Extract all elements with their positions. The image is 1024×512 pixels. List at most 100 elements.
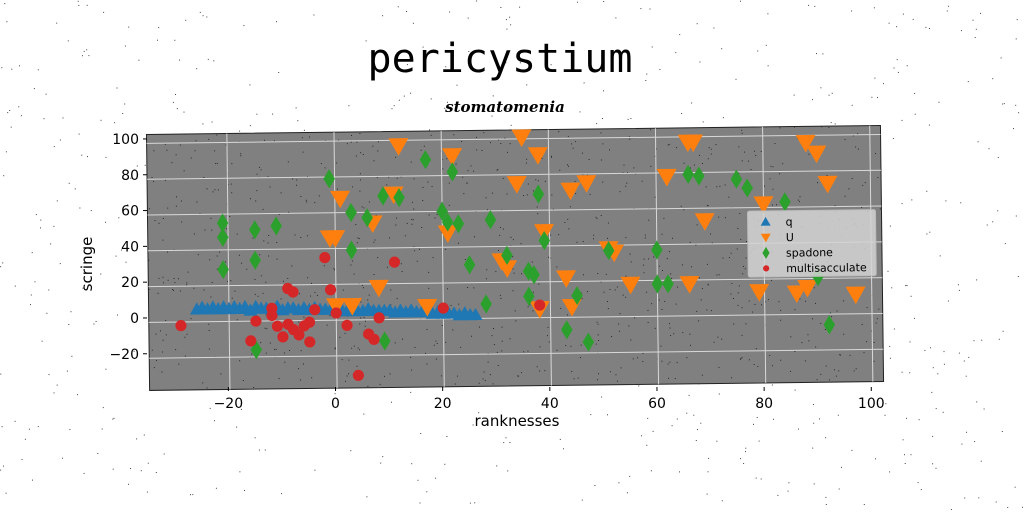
- speckle: [66, 370, 68, 372]
- plot-speckle: [567, 218, 569, 220]
- speckle: [974, 37, 976, 38]
- speckle: [393, 105, 395, 107]
- speckle: [492, 95, 494, 97]
- speckle: [100, 273, 102, 275]
- plot-speckle: [780, 309, 782, 311]
- speckle: [713, 27, 715, 29]
- speckle: [773, 418, 774, 420]
- plot-speckle: [260, 169, 262, 171]
- speckle: [56, 200, 58, 202]
- plot-speckle: [852, 135, 854, 137]
- speckle: [190, 494, 191, 496]
- plot-speckle: [422, 186, 424, 188]
- data-point-u: [656, 168, 677, 187]
- speckle: [638, 385, 640, 387]
- speckle: [707, 471, 709, 473]
- plot-speckle: [155, 333, 157, 335]
- plot-speckle: [550, 155, 552, 157]
- plot-speckle: [275, 348, 277, 350]
- speckle: [976, 279, 978, 281]
- speckle: [1015, 215, 1017, 217]
- plot-speckle: [771, 365, 773, 367]
- plot-speckle: [499, 294, 501, 296]
- plot-speckle: [537, 180, 539, 182]
- plot-speckle: [259, 254, 261, 256]
- speckle: [179, 59, 180, 61]
- speckle: [770, 400, 772, 402]
- plot-speckle: [334, 348, 336, 350]
- speckle: [199, 11, 201, 13]
- plot-speckle: [254, 293, 256, 295]
- speckle: [973, 340, 975, 342]
- plot-speckle: [445, 248, 447, 250]
- plot-speckle: [836, 310, 838, 312]
- speckle: [841, 466, 842, 468]
- plot-speckle: [226, 228, 228, 230]
- plot-speckle: [757, 365, 759, 368]
- plot-speckle: [460, 346, 462, 348]
- speckle: [917, 482, 919, 484]
- plot-speckle: [153, 181, 155, 183]
- speckle: [239, 130, 241, 132]
- plot-speckle: [595, 216, 597, 218]
- speckle: [30, 294, 32, 296]
- speckle: [875, 458, 876, 460]
- plot-speckle: [428, 287, 430, 289]
- plot-speckle: [816, 379, 818, 381]
- plot-speckle: [255, 200, 257, 202]
- plot-speckle: [148, 259, 150, 261]
- speckle: [206, 16, 208, 18]
- speckle: [147, 462, 149, 464]
- plot-speckle: [724, 184, 726, 186]
- plot-speckle: [782, 163, 784, 165]
- plot-speckle: [718, 216, 720, 218]
- speckle: [472, 424, 474, 426]
- speckle: [550, 64, 552, 66]
- plot-speckle: [715, 143, 717, 146]
- speckle: [945, 200, 947, 202]
- speckle: [1015, 104, 1017, 106]
- speckle: [4, 3, 6, 5]
- plot-speckle: [485, 197, 487, 199]
- plot-speckle: [202, 382, 204, 384]
- plot-speckle: [532, 291, 534, 293]
- speckle: [133, 350, 135, 352]
- plot-speckle: [193, 233, 195, 235]
- speckle: [767, 13, 769, 15]
- plot-speckle: [855, 146, 857, 148]
- plot-speckle: [632, 358, 634, 360]
- speckle: [115, 255, 117, 257]
- speckle: [693, 414, 695, 416]
- plot-speckle: [355, 155, 357, 157]
- plot-speckle: [820, 373, 822, 375]
- plot-speckle: [592, 238, 595, 240]
- speckle: [244, 490, 245, 491]
- plot-speckle: [193, 287, 195, 289]
- speckle: [519, 6, 521, 8]
- speckle: [112, 418, 114, 420]
- plot-speckle: [489, 374, 491, 376]
- speckle: [236, 426, 238, 428]
- plot-speckle: [790, 370, 792, 372]
- speckle: [14, 420, 16, 422]
- speckle: [918, 419, 920, 421]
- speckle: [699, 61, 701, 63]
- plot-speckle: [648, 258, 650, 260]
- speckle: [695, 440, 697, 441]
- speckle: [579, 111, 581, 113]
- data-point-spadone: [393, 188, 405, 208]
- speckle: [889, 225, 891, 227]
- plot-speckle: [372, 145, 374, 147]
- speckle: [213, 60, 215, 62]
- speckle: [998, 338, 1000, 340]
- plot-speckle: [606, 237, 608, 239]
- speckle: [130, 468, 131, 469]
- speckle: [83, 50, 85, 52]
- plot-speckle: [861, 324, 863, 326]
- plot-speckle: [778, 301, 780, 303]
- x-tick-label: 80: [755, 396, 773, 412]
- plot-speckle: [772, 188, 774, 190]
- plot-speckle: [717, 336, 719, 338]
- data-point-u: [806, 145, 827, 164]
- speckle: [469, 502, 471, 504]
